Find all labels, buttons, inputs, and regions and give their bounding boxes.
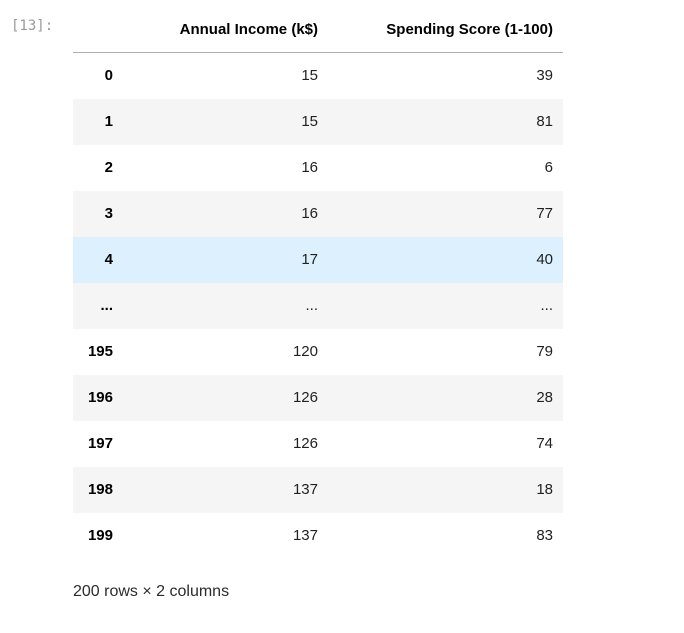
row-index: 199: [87, 527, 113, 544]
table-row: 0 15 39: [73, 53, 563, 100]
dataframe-summary: 200 rows × 2 columns: [73, 583, 230, 600]
table-cell: 40: [536, 251, 553, 268]
table-row: 2 16 6: [73, 145, 563, 191]
notebook-output-area: [13]: Annual Income (k$) Spending Score …: [11, 14, 563, 601]
table-body: 0 15 39 1 15 81 2 16 6 3 16 77 4 17 40......... 195 120 7…: [73, 53, 563, 560]
table-row: 199 137 83: [73, 513, 563, 559]
row-index: 196: [87, 389, 113, 406]
row-index: 198: [87, 481, 113, 498]
table-cell: 16: [301, 159, 318, 176]
index-column-header: [73, 14, 123, 53]
row-index: 197: [87, 435, 113, 452]
row-index: 4: [104, 251, 113, 268]
header-row: Annual Income (k$) Spending Score (1-100…: [73, 14, 563, 53]
table-cell: 137: [292, 481, 318, 498]
table-cell: 126: [292, 389, 318, 406]
table-row: 197 126 74: [73, 421, 563, 467]
table-row: .........: [73, 283, 563, 329]
table-cell: ...: [540, 297, 553, 314]
dataframe-table: Annual Income (k$) Spending Score (1-100…: [73, 14, 563, 559]
table-cell: 16: [301, 205, 318, 222]
row-index: 2: [104, 159, 113, 176]
table-row: 3 16 77: [73, 191, 563, 237]
table-cell: 39: [536, 67, 553, 84]
column-header-annual-income: Annual Income (k$): [123, 14, 328, 53]
table-cell: 17: [301, 251, 318, 268]
column-header-spending-score: Spending Score (1-100): [328, 14, 563, 53]
row-index: 3: [104, 205, 113, 222]
dataframe-output: Annual Income (k$) Spending Score (1-100…: [61, 14, 563, 601]
table-row: 4 17 40: [73, 237, 563, 283]
table-cell: 83: [536, 527, 553, 544]
row-index: 0: [104, 67, 113, 84]
table-cell: 77: [536, 205, 553, 222]
table-row: 196 126 28: [73, 375, 563, 421]
table-cell: 15: [301, 67, 318, 84]
table-cell: 79: [536, 343, 553, 360]
table-row: 1 15 81: [73, 99, 563, 145]
table-cell: 126: [292, 435, 318, 452]
row-index: 1: [104, 113, 113, 130]
table-row: 195 120 79: [73, 329, 563, 375]
row-index: ...: [100, 297, 113, 314]
table-cell: 74: [536, 435, 553, 452]
table-cell: 81: [536, 113, 553, 130]
table-cell: 15: [301, 113, 318, 130]
table-row: 198 137 18: [73, 467, 563, 513]
output-prompt: [13]:: [11, 18, 54, 34]
table-cell: ...: [305, 297, 318, 314]
table-cell: 120: [292, 343, 318, 360]
table-cell: 28: [536, 389, 553, 406]
table-cell: 6: [544, 159, 553, 176]
row-index: 195: [87, 343, 113, 360]
table-cell: 18: [536, 481, 553, 498]
table-cell: 137: [292, 527, 318, 544]
